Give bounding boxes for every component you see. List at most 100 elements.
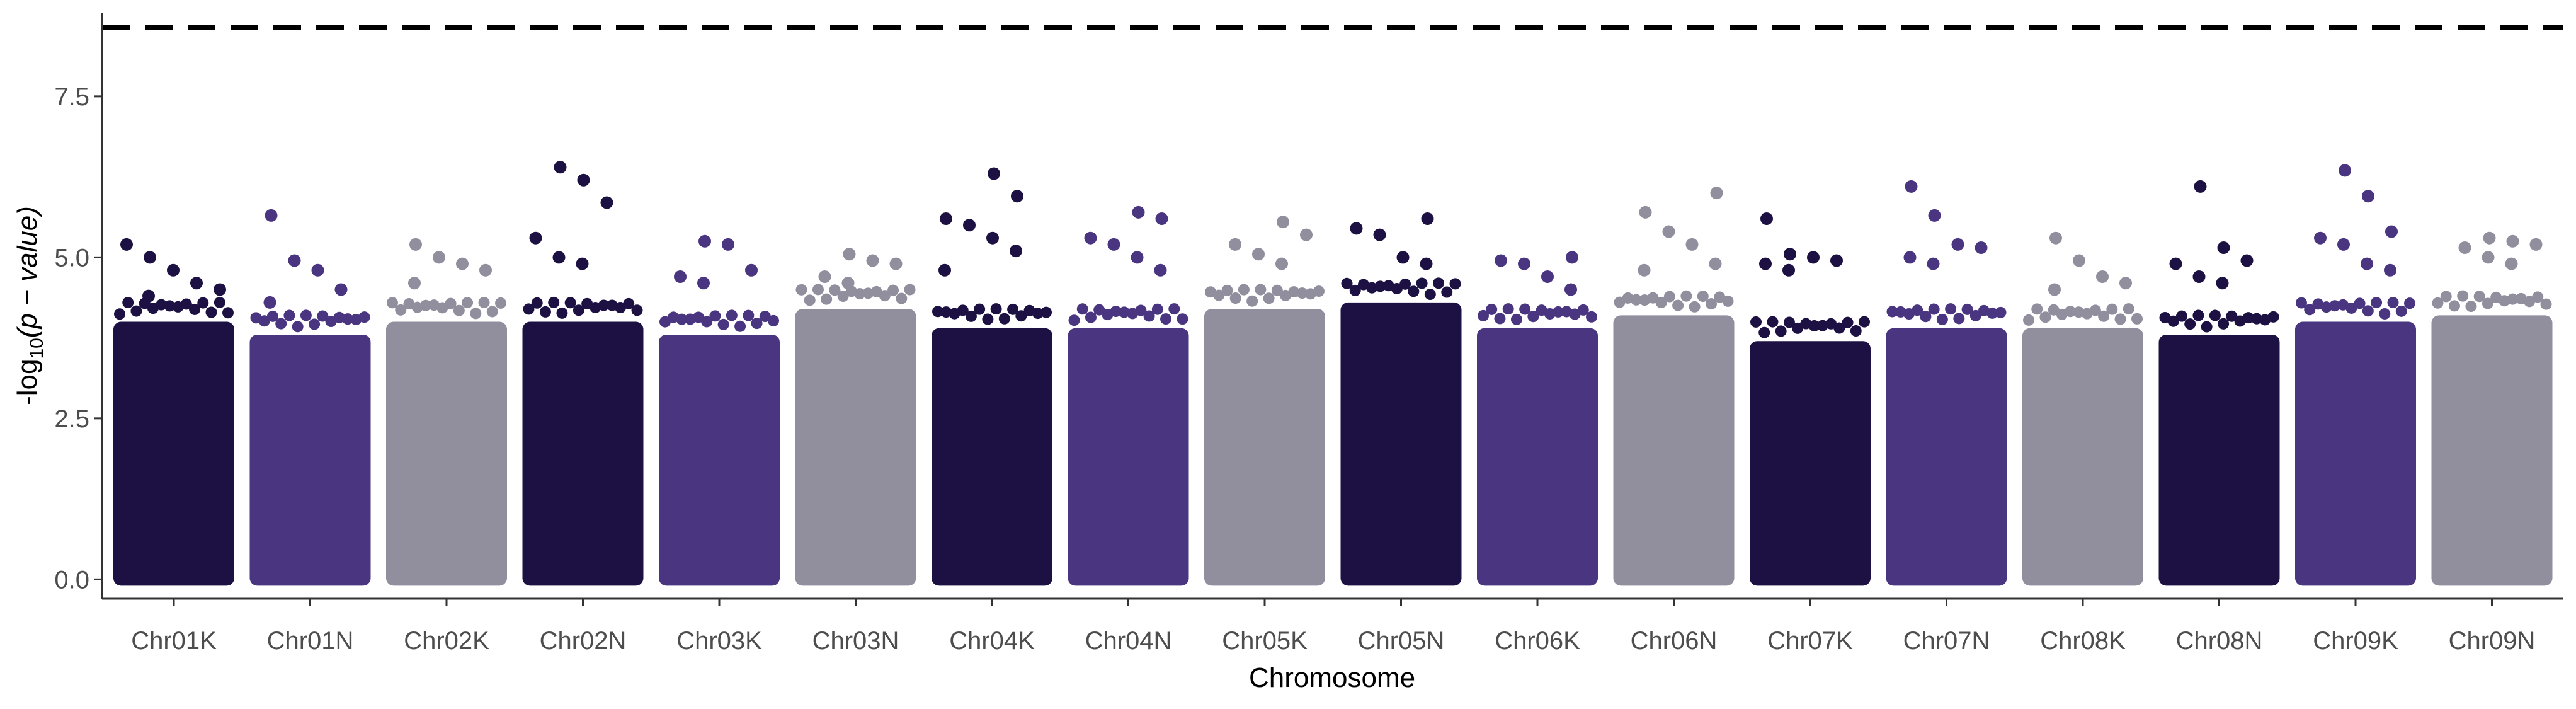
point-edge: [1213, 289, 1225, 301]
chromosome-block-chr02n: [522, 321, 644, 586]
x-tick-label: Chr06N: [1631, 627, 1718, 655]
x-tick-label: Chr02N: [540, 627, 627, 655]
point-top: [1566, 251, 1578, 264]
point-top: [1132, 205, 1145, 219]
point-top: [577, 173, 590, 187]
point-top: [2361, 257, 2373, 270]
point-edge: [743, 309, 755, 321]
x-tick-label: Chr08N: [2176, 627, 2263, 655]
point-edge: [2457, 290, 2469, 302]
point-edge: [1110, 306, 1122, 318]
point-top: [2362, 190, 2374, 203]
point-edge: [692, 311, 704, 323]
point-edge: [436, 302, 448, 314]
point-top: [1638, 263, 1651, 277]
point-edge: [419, 299, 431, 311]
point-edge: [904, 284, 916, 296]
point-edge: [1936, 313, 1948, 325]
point-edge: [957, 304, 969, 316]
point-edge: [1408, 285, 1420, 297]
point-edge: [1399, 278, 1411, 290]
point-edge: [709, 310, 721, 322]
point-top: [1830, 254, 1843, 267]
x-tick-label: Chr04K: [949, 627, 1035, 655]
point-top: [1010, 245, 1022, 258]
point-edge: [1160, 313, 1172, 325]
point-top: [938, 263, 951, 277]
point-edge: [2251, 313, 2263, 325]
point-top: [142, 289, 155, 303]
point-top: [552, 251, 566, 264]
point-edge: [2482, 297, 2493, 309]
chromosome-block-chr05n: [1340, 302, 1462, 586]
point-top: [144, 251, 156, 264]
point-top: [2505, 257, 2518, 270]
point-edge: [1449, 278, 1461, 290]
point-top: [1782, 263, 1795, 277]
point-edge: [1953, 313, 1965, 325]
point-edge: [1767, 316, 1779, 328]
point-edge: [1553, 306, 1564, 318]
point-top: [1229, 238, 1241, 251]
point-edge: [1842, 316, 1854, 328]
point-edge: [1494, 313, 1506, 325]
point-edge: [114, 308, 125, 320]
point-top: [2385, 225, 2398, 238]
x-tick-label: Chr07N: [1903, 627, 1990, 655]
point-top: [1350, 222, 1363, 235]
x-tick-label: Chr09N: [2449, 627, 2536, 655]
point-edge: [266, 310, 278, 322]
point-top: [2119, 277, 2132, 290]
point-edge: [1825, 318, 1837, 330]
point-edge: [623, 297, 635, 309]
point-edge: [2440, 291, 2452, 303]
point-top: [2217, 241, 2230, 255]
point-edge: [1586, 311, 1597, 323]
point-edge: [1076, 303, 1088, 315]
point-edge: [2123, 303, 2134, 315]
point-edge: [1486, 303, 1498, 315]
point-edge: [998, 313, 1010, 325]
point-edge: [309, 318, 321, 330]
point-edge: [1750, 316, 1762, 328]
y-tick-label: 7.5: [54, 83, 89, 111]
point-edge: [130, 305, 142, 317]
y-axis-title-subscript: 10: [26, 338, 47, 359]
point-top: [2483, 231, 2496, 245]
point-top: [190, 277, 203, 290]
point-edge: [1313, 285, 1325, 297]
point-top: [334, 283, 348, 296]
point-edge: [1221, 284, 1233, 296]
point-top: [1685, 238, 1699, 251]
point-top: [2169, 257, 2182, 270]
point-edge: [990, 303, 1002, 315]
point-edge: [2328, 300, 2340, 312]
point-top: [1784, 248, 1796, 261]
point-edge: [2379, 308, 2391, 320]
point-edge: [1068, 314, 1080, 326]
point-edge: [1502, 303, 1514, 315]
point-edge: [164, 300, 176, 312]
point-edge: [292, 321, 304, 333]
point-top: [2337, 238, 2350, 251]
point-edge: [1177, 313, 1188, 325]
y-axis-title: -log10(p − value): [12, 206, 47, 405]
point-top: [1495, 254, 1507, 267]
point-edge: [1246, 295, 1258, 307]
point-top: [456, 257, 469, 270]
point-top: [2240, 254, 2254, 267]
point-edge: [1007, 303, 1019, 315]
point-edge: [1238, 284, 1250, 296]
point-edge: [887, 284, 899, 296]
point-top: [288, 254, 301, 267]
point-edge: [1510, 313, 1522, 325]
x-tick-label: Chr05N: [1358, 627, 1445, 655]
point-edge: [2387, 297, 2399, 309]
point-edge: [1655, 297, 1667, 309]
point-edge: [387, 297, 398, 309]
point-top: [1277, 216, 1289, 229]
point-edge: [631, 304, 643, 316]
point-edge: [1424, 289, 1436, 301]
point-top: [1662, 225, 1675, 238]
point-edge: [445, 297, 457, 309]
